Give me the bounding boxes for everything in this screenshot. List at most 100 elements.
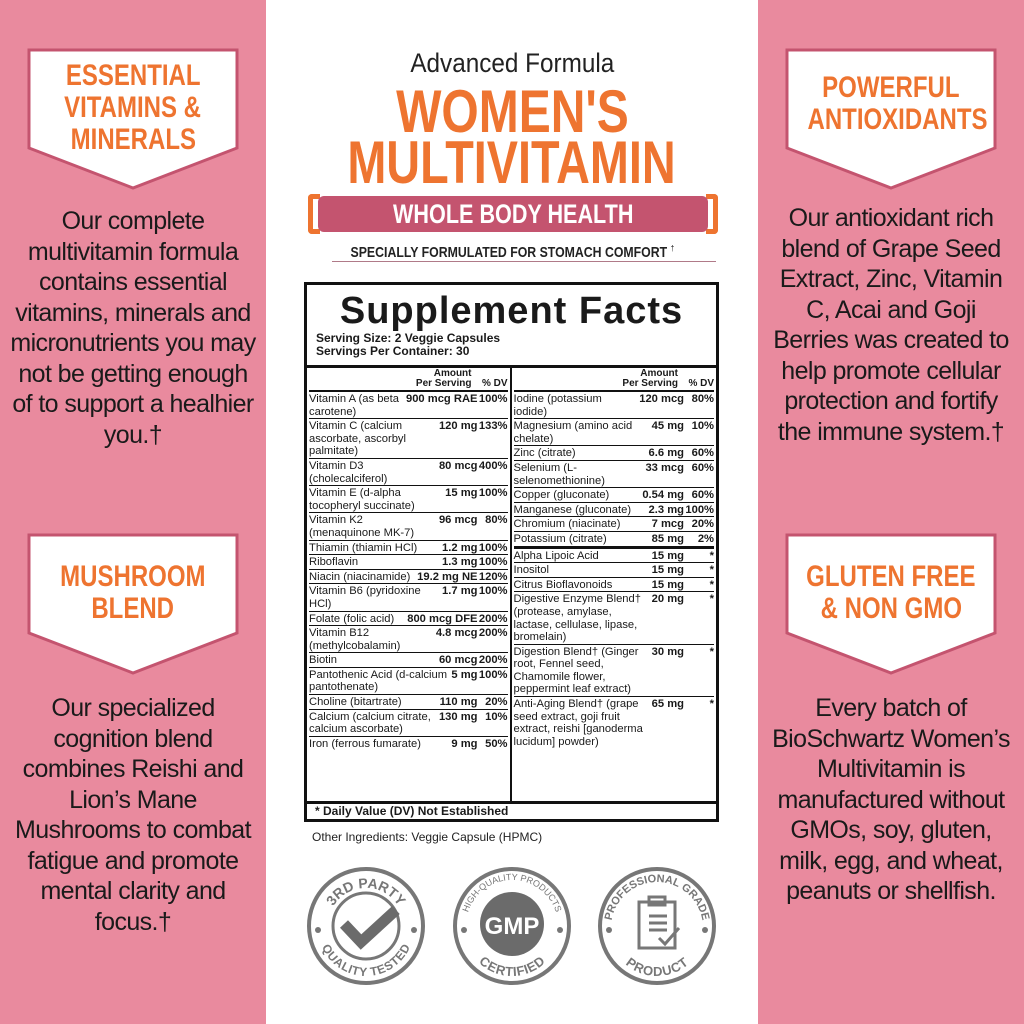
nutrient-dv: 200% — [478, 627, 508, 640]
facts-column-left: Amount Per Serving % DV Vitamin A (as beta… — [307, 368, 512, 801]
gmp-icon: GMP — [484, 913, 539, 940]
nutrient-amount: 60 mcg — [438, 654, 478, 667]
banner-shape — [27, 48, 239, 190]
nutrient-dv: 2% — [697, 532, 714, 545]
banner-gluten-free: GLUTEN FREE & NON GMO — [785, 533, 997, 675]
banner-line: POWERFUL — [822, 71, 960, 104]
nutrient-row: Manganese (gluconate) 2.3 mg 100% — [513, 503, 714, 518]
nutrient-row: Niacin (niacinamide) 19.2 mg NE 120% — [309, 570, 508, 585]
serving-size: Serving Size: 2 Veggie Capsules — [316, 331, 501, 345]
col-dv: % DV — [688, 378, 714, 389]
nutrient-amount: 15 mg — [651, 564, 684, 577]
nutrient-amount: 120 mg — [438, 420, 478, 433]
nutrient-dv: 80% — [691, 393, 714, 405]
nutrient-dv: 60% — [691, 489, 714, 502]
nutrient-dv: 133% — [478, 420, 508, 433]
nutrient-row: Selenium (L-selenomethionine) 33 mcg 60% — [513, 461, 714, 489]
nutrient-dv: 20% — [485, 696, 508, 709]
nutrient-dv: 50% — [485, 737, 508, 750]
nutrient-row: Citrus Bioflavonoids 15 mg * — [513, 578, 714, 593]
nutrient-amount: 96 mcg — [438, 514, 478, 527]
nutrient-row: Copper (gluconate) 0.54 mg 60% — [513, 488, 714, 503]
nutrient-name: Citrus Bioflavonoids — [513, 578, 613, 591]
nutrient-name: Vitamin B6 (pyridoxine HCl) — [309, 585, 421, 610]
nutrient-dv: 200% — [478, 612, 508, 625]
nutrient-dv: 60% — [691, 447, 714, 460]
nutrient-row: Pantothenic Acid (d-calcium pantothenate… — [309, 668, 508, 696]
nutrient-name: Vitamin K2 (menaquinone MK-7) — [309, 514, 415, 539]
col-amount: Amount — [433, 368, 472, 379]
nutrient-amount: 2.3 mg — [648, 503, 684, 516]
nutrient-name: Anti-Aging Blend† (grape seed extract, g… — [513, 698, 643, 748]
pill-label: WHOLE BODY HEALTH — [392, 199, 634, 229]
nutrient-amount: 45 mg — [651, 420, 684, 433]
divider — [332, 261, 716, 262]
body-text: Our antioxidant rich blend of Grape Seed… — [773, 204, 1009, 446]
nutrient-name: Magnesium (amino acid chelate) — [513, 420, 633, 445]
nutrient-dv: 60% — [691, 461, 714, 474]
nutrient-name: Vitamin B12 (methylcobalamin) — [309, 627, 401, 652]
professional-grade-badge: PROFESSIONAL GRADE PRODUCT — [598, 867, 716, 985]
nutrient-amount: 800 mcg DFE — [407, 612, 478, 625]
nutrient-row: Biotin 60 mcg 200% — [309, 653, 508, 668]
nutrient-amount: 65 mg — [651, 698, 684, 711]
nutrient-row: Vitamin D3 (cholecalciferol) 80 mcg 400% — [309, 459, 508, 487]
nutrient-amount: 1.3 mg — [442, 556, 478, 569]
nutrient-dv: 80% — [485, 514, 508, 527]
nutrient-row: Calcium (calcium citrate, calcium ascorb… — [309, 710, 508, 737]
nutrient-name: Vitamin D3 (cholecalciferol) — [309, 459, 388, 485]
banner-essential-vitamins: ESSENTIAL VITAMINS & MINERALS — [27, 48, 239, 190]
right-panel: POWERFUL ANTIOXIDANTS Our antioxidant ri… — [758, 0, 1024, 1024]
servings-per-container: Servings Per Container: 30 — [316, 344, 470, 358]
nutrient-row: Alpha Lipoic Acid 15 mg * — [513, 546, 714, 564]
badge-text-bottom: PRODUCT — [623, 954, 690, 979]
nutrient-amount: 5 mg — [451, 668, 478, 681]
supplement-facts-panel: Supplement Facts Serving Size: 2 Veggie … — [304, 282, 719, 822]
nutrient-dv: 10% — [485, 710, 508, 723]
banner-shape — [27, 533, 239, 675]
nutrient-name: Manganese (gluconate) — [513, 503, 632, 516]
col-amount: Amount — [640, 368, 678, 379]
banner-shape — [785, 48, 997, 190]
facts-column-right: Amount Per Serving % DV Iodine (potassium … — [512, 368, 717, 801]
nutrient-name: Pantothenic Acid (d-calcium pantothenate… — [309, 668, 448, 694]
nutrient-dv: 200% — [478, 654, 508, 667]
left-panel: ESSENTIAL VITAMINS & MINERALS Our comple… — [0, 0, 266, 1024]
nutrient-row: Vitamin E (d-alpha tocopheryl succinate)… — [309, 486, 508, 514]
body-text: Our complete multivitamin formula contai… — [10, 207, 256, 449]
banner-mushroom-blend: MUSHROOM BLEND — [27, 533, 239, 675]
nutrient-row: Zinc (citrate) 6.6 mg 60% — [513, 446, 714, 461]
col-per-serving: Per Serving — [622, 378, 678, 389]
banner-line: GLUTEN FREE — [806, 560, 976, 593]
nutrient-name: Digestive Enzyme Blend† (protease, amyla… — [513, 593, 641, 644]
nutrient-row: Inositol 15 mg * — [513, 563, 714, 578]
nutrient-name: Inositol — [513, 564, 549, 577]
nutrient-name: Biotin — [309, 654, 337, 667]
nutrient-row: Magnesium (amino acid chelate) 45 mg 10% — [513, 419, 714, 447]
nutrient-name: Zinc (citrate) — [513, 447, 576, 460]
nutrient-dv: 100% — [478, 668, 508, 681]
footnote: * Daily Value (DV) Not Established — [307, 801, 716, 819]
nutrient-dv: 100% — [478, 541, 508, 554]
nutrient-row: Thiamin (thiamin HCl) 1.2 mg 100% — [309, 541, 508, 556]
nutrient-row: Digestion Blend† (Ginger root, Fennel se… — [513, 645, 714, 698]
nutrient-amount: 1.2 mg — [442, 541, 478, 554]
third-party-tested-badge: 3RD PARTY QUALITY TESTED — [307, 867, 425, 985]
body-text: Our specialized cognition blend combines… — [15, 694, 252, 936]
nutrient-amount: 20 mg — [651, 593, 684, 606]
title-womens: WOMEN'S — [395, 78, 629, 145]
nutrient-amount: 15 mg — [651, 549, 684, 562]
nutrient-dv: * — [709, 645, 714, 658]
nutrient-name: Digestion Blend† (Ginger root, Fennel se… — [513, 645, 639, 696]
nutrient-amount: 7 mcg — [651, 518, 684, 531]
nutrient-row: Vitamin B6 (pyridoxine HCl) 1.7 mg 100% — [309, 584, 508, 612]
nutrient-name: Folate (folic acid) — [309, 612, 395, 625]
nutrient-row: Chromium (niacinate) 7 mcg 20% — [513, 517, 714, 532]
nutrient-name: Alpha Lipoic Acid — [513, 549, 599, 562]
nutrient-amount: 130 mg — [438, 710, 478, 723]
gmp-certified-badge: GMP HIGH-QUALITY PRODUCTS CERTIFIED — [452, 867, 571, 985]
nutrient-amount: 15 mg — [445, 487, 478, 500]
center-panel: Advanced Formula WOMEN'S MULTIVITAMIN WH… — [266, 0, 758, 1024]
nutrient-name: Choline (bitartrate) — [309, 696, 402, 709]
nutrient-dv: * — [709, 578, 714, 591]
